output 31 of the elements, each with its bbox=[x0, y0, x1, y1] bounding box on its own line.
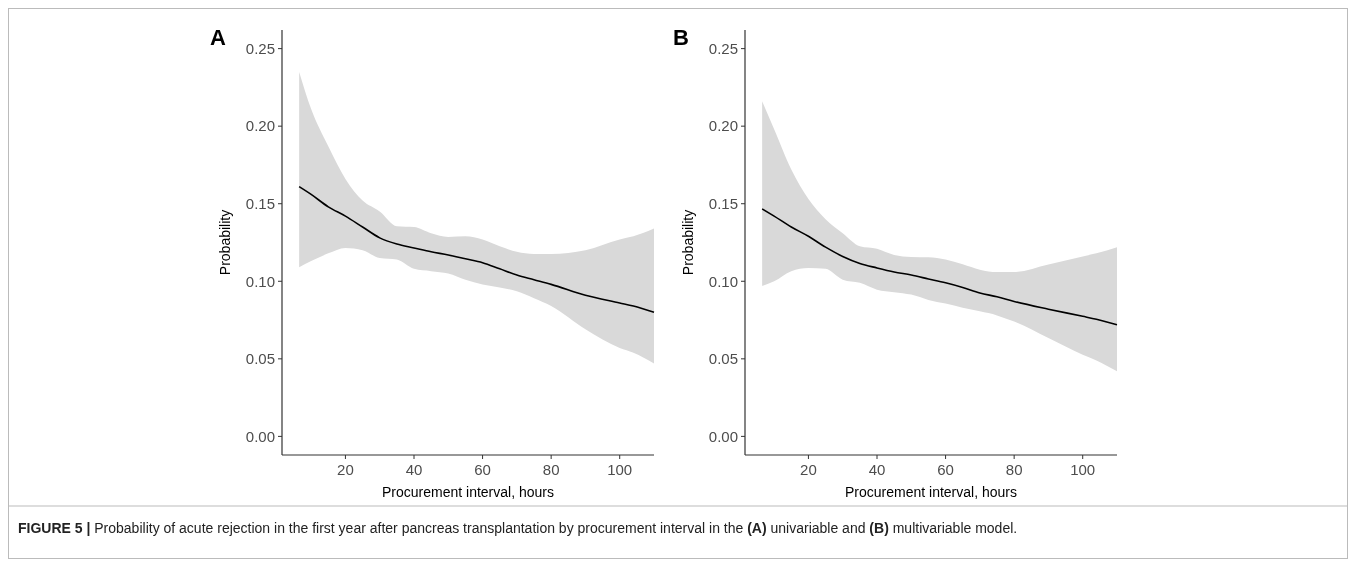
line-series bbox=[761, 208, 1118, 326]
y-tick-label: 0.15 bbox=[708, 194, 738, 212]
x-tick-label: 40 bbox=[868, 461, 886, 478]
caption: FIGURE 5 | Probability of acute rejection in the first year after pancreas transplantation by procurement interval in the (A) univariable and (B) multivariable model. bbox=[18, 520, 1018, 536]
y-tick-label: 0.00 bbox=[708, 427, 738, 445]
x-tick-label: 80 bbox=[542, 461, 560, 478]
y-tick-label: 0.20 bbox=[245, 117, 275, 135]
x-tick-label: 60 bbox=[474, 461, 491, 478]
y-axis-title: Probability bbox=[217, 209, 233, 276]
chart-title: A bbox=[210, 25, 226, 50]
x-tick-label: 20 bbox=[337, 461, 354, 478]
x-axis-title: Procurement interval, hours bbox=[845, 484, 1017, 500]
chart-title: B bbox=[673, 25, 689, 50]
x-tick-label: 40 bbox=[405, 461, 423, 478]
y-tick-label: 0.10 bbox=[245, 272, 275, 290]
x-tick-label: 60 bbox=[937, 461, 954, 478]
x-axis-title: Procurement interval, hours bbox=[382, 484, 554, 500]
y-tick-label: 0.00 bbox=[245, 427, 275, 445]
x-tick-label: 100 bbox=[1070, 461, 1096, 478]
x-tick-label: 80 bbox=[1005, 461, 1023, 478]
y-tick-label: 0.25 bbox=[245, 39, 275, 57]
x-tick-label: 20 bbox=[800, 461, 817, 478]
y-tick-label: 0.05 bbox=[245, 350, 275, 368]
y-tick-label: 0.15 bbox=[245, 194, 275, 212]
y-tick-label: 0.10 bbox=[708, 272, 738, 290]
y-axis-title: Probability bbox=[680, 209, 696, 276]
y-tick-label: 0.20 bbox=[708, 117, 738, 135]
line-series bbox=[298, 185, 655, 314]
y-tick-label: 0.05 bbox=[708, 350, 738, 368]
x-tick-label: 100 bbox=[607, 461, 633, 478]
y-tick-label: 0.25 bbox=[708, 39, 738, 57]
